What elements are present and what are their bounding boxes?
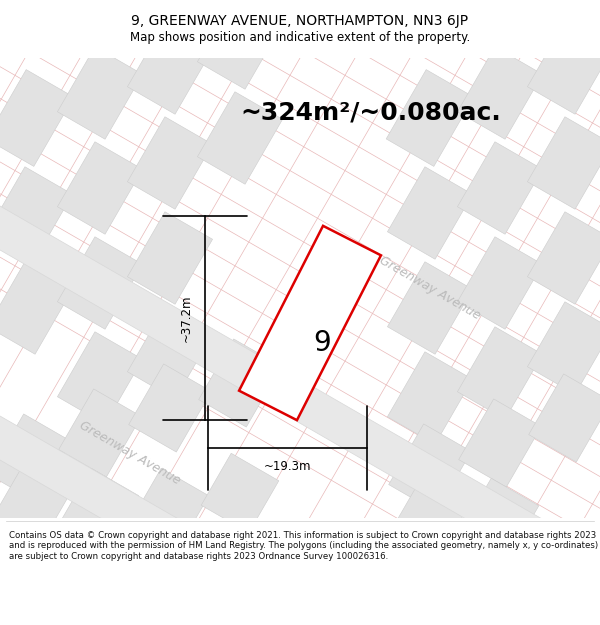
Text: Map shows position and indicative extent of the property.: Map shows position and indicative extent… <box>130 31 470 44</box>
Polygon shape <box>457 47 542 139</box>
Text: 9: 9 <box>313 329 331 357</box>
Polygon shape <box>0 414 71 502</box>
Text: 9, GREENWAY AVENUE, NORTHAMPTON, NN3 6JP: 9, GREENWAY AVENUE, NORTHAMPTON, NN3 6JP <box>131 14 469 29</box>
Polygon shape <box>461 478 539 558</box>
Polygon shape <box>527 117 600 209</box>
Polygon shape <box>458 399 541 487</box>
Polygon shape <box>59 389 142 477</box>
Polygon shape <box>527 212 600 304</box>
Polygon shape <box>457 237 542 329</box>
Polygon shape <box>127 307 212 399</box>
Polygon shape <box>197 0 283 89</box>
Text: Greenway Avenue: Greenway Avenue <box>377 254 483 322</box>
Text: ~37.2m: ~37.2m <box>180 294 193 342</box>
Polygon shape <box>201 453 279 532</box>
Text: ~19.3m: ~19.3m <box>264 460 311 473</box>
Polygon shape <box>128 364 211 452</box>
Polygon shape <box>527 22 600 114</box>
Polygon shape <box>0 69 74 166</box>
Polygon shape <box>131 468 209 548</box>
Polygon shape <box>127 212 212 304</box>
Polygon shape <box>61 468 139 548</box>
Polygon shape <box>199 339 281 427</box>
Polygon shape <box>0 262 73 354</box>
Polygon shape <box>127 22 212 114</box>
Polygon shape <box>388 352 473 444</box>
Polygon shape <box>457 327 542 419</box>
Text: Greenway Avenue: Greenway Avenue <box>77 419 183 488</box>
Polygon shape <box>58 237 143 329</box>
Polygon shape <box>239 226 381 420</box>
Polygon shape <box>527 302 600 394</box>
Polygon shape <box>388 167 473 259</box>
Polygon shape <box>58 47 143 139</box>
Polygon shape <box>0 468 69 548</box>
Polygon shape <box>388 262 473 354</box>
Polygon shape <box>389 424 472 512</box>
Polygon shape <box>197 92 283 184</box>
Polygon shape <box>386 69 474 166</box>
Text: ~324m²/~0.080ac.: ~324m²/~0.080ac. <box>240 100 501 124</box>
Polygon shape <box>529 374 600 462</box>
Polygon shape <box>58 142 143 234</box>
Polygon shape <box>0 387 600 625</box>
Polygon shape <box>391 478 469 558</box>
Polygon shape <box>58 332 143 424</box>
Text: Contains OS data © Crown copyright and database right 2021. This information is : Contains OS data © Crown copyright and d… <box>9 531 598 561</box>
Polygon shape <box>127 117 212 209</box>
Polygon shape <box>457 142 542 234</box>
Polygon shape <box>0 177 600 625</box>
Polygon shape <box>0 167 73 259</box>
